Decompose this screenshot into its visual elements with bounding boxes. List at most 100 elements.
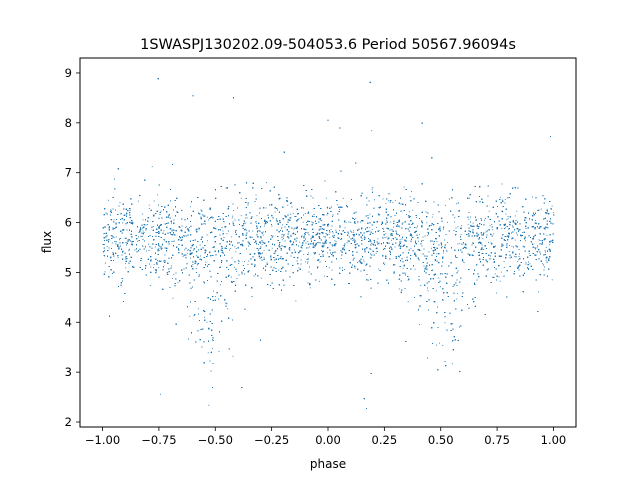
data-point bbox=[319, 280, 320, 282]
data-point bbox=[511, 238, 513, 240]
data-point bbox=[355, 222, 357, 224]
data-point bbox=[335, 251, 336, 253]
data-point bbox=[307, 261, 309, 263]
data-point bbox=[177, 282, 179, 283]
data-point bbox=[518, 256, 520, 257]
data-point bbox=[236, 270, 237, 272]
data-point bbox=[457, 293, 458, 295]
data-point bbox=[340, 258, 342, 259]
data-point bbox=[480, 249, 482, 251]
data-point bbox=[332, 245, 334, 247]
data-point bbox=[293, 249, 295, 251]
data-point bbox=[263, 249, 265, 251]
data-point bbox=[205, 261, 207, 263]
data-point bbox=[363, 261, 365, 263]
data-point bbox=[371, 229, 373, 231]
data-point bbox=[422, 236, 424, 238]
data-point bbox=[263, 242, 264, 244]
data-point bbox=[546, 234, 548, 236]
data-point bbox=[488, 241, 489, 243]
data-point bbox=[323, 275, 325, 277]
data-point bbox=[355, 244, 357, 246]
data-point bbox=[398, 288, 400, 290]
data-point bbox=[160, 249, 162, 251]
data-point bbox=[372, 187, 374, 189]
data-point bbox=[204, 316, 205, 318]
data-point bbox=[447, 221, 448, 223]
data-point bbox=[361, 227, 363, 228]
data-point bbox=[153, 200, 155, 202]
data-point bbox=[274, 251, 276, 252]
data-point bbox=[495, 245, 496, 247]
data-point bbox=[385, 202, 387, 204]
data-point bbox=[158, 247, 160, 249]
data-point bbox=[379, 214, 381, 216]
data-point bbox=[542, 263, 544, 265]
data-point bbox=[335, 241, 337, 243]
data-point bbox=[113, 219, 115, 221]
data-point bbox=[444, 322, 446, 324]
data-point bbox=[467, 223, 469, 225]
data-point bbox=[290, 241, 291, 243]
data-point bbox=[455, 203, 457, 205]
data-point bbox=[326, 214, 328, 216]
data-point bbox=[472, 254, 474, 256]
data-point bbox=[236, 278, 238, 279]
data-point bbox=[344, 227, 346, 229]
data-point bbox=[303, 253, 305, 255]
data-point bbox=[157, 194, 159, 196]
data-point bbox=[418, 234, 420, 236]
data-point bbox=[367, 279, 369, 281]
data-point bbox=[213, 290, 214, 292]
data-point bbox=[307, 247, 309, 249]
data-point bbox=[206, 216, 208, 218]
data-point bbox=[245, 217, 247, 219]
data-point bbox=[377, 238, 379, 240]
data-point bbox=[411, 191, 412, 192]
data-point bbox=[283, 238, 284, 239]
data-point bbox=[350, 221, 352, 223]
data-point bbox=[238, 263, 240, 264]
data-point bbox=[370, 242, 372, 244]
data-point bbox=[260, 237, 262, 239]
data-point bbox=[235, 229, 237, 231]
data-point bbox=[153, 264, 155, 265]
data-point bbox=[549, 244, 551, 246]
data-point bbox=[114, 241, 115, 243]
data-point bbox=[528, 261, 529, 263]
data-point bbox=[158, 267, 160, 269]
data-point bbox=[182, 256, 184, 257]
data-point bbox=[260, 277, 262, 279]
data-point bbox=[205, 249, 207, 251]
data-point bbox=[369, 226, 371, 228]
data-point bbox=[282, 224, 283, 226]
data-point bbox=[195, 268, 197, 270]
data-point bbox=[119, 202, 121, 204]
data-point bbox=[111, 242, 113, 244]
data-point bbox=[331, 269, 333, 271]
data-point bbox=[346, 242, 348, 244]
data-point bbox=[494, 273, 496, 275]
data-point bbox=[420, 285, 422, 286]
data-point bbox=[171, 265, 172, 267]
data-point bbox=[489, 225, 491, 227]
data-point bbox=[158, 249, 160, 251]
data-point bbox=[329, 237, 331, 239]
data-point bbox=[318, 253, 320, 255]
data-point bbox=[522, 245, 524, 247]
data-point bbox=[370, 248, 372, 250]
data-point bbox=[402, 267, 404, 269]
data-point bbox=[137, 200, 139, 202]
data-point bbox=[393, 226, 394, 228]
data-point bbox=[433, 244, 434, 245]
data-point bbox=[456, 298, 458, 300]
data-point bbox=[192, 264, 194, 265]
data-point bbox=[208, 218, 210, 219]
data-point bbox=[433, 243, 435, 245]
data-point bbox=[363, 235, 365, 237]
data-point bbox=[339, 230, 340, 231]
data-point bbox=[257, 252, 259, 253]
data-point bbox=[419, 324, 420, 326]
data-point bbox=[259, 229, 261, 231]
data-point bbox=[506, 219, 508, 221]
